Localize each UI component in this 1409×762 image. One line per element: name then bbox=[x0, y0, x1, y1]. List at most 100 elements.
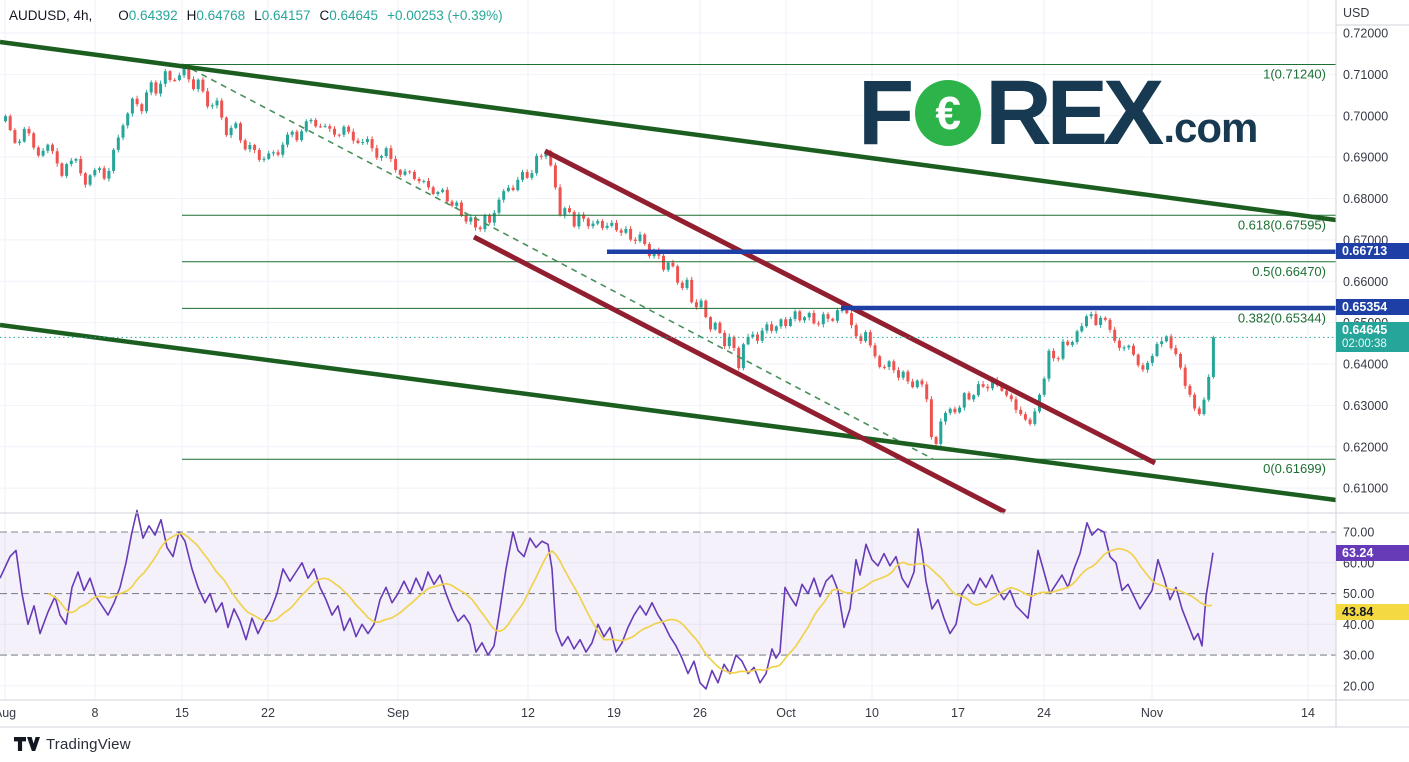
candle-body bbox=[384, 148, 388, 156]
candle-body bbox=[88, 175, 92, 185]
rsi-ma-value-label: 43.84 bbox=[1336, 604, 1409, 620]
fib-level-label: 0.382(0.65344) bbox=[1238, 310, 1326, 325]
candle-body bbox=[224, 117, 228, 136]
candle-body bbox=[309, 119, 313, 122]
candle-body bbox=[1193, 394, 1197, 409]
candle-body bbox=[262, 158, 266, 160]
candle-body bbox=[793, 311, 797, 319]
candle-body bbox=[662, 255, 665, 270]
candle-body bbox=[1061, 341, 1065, 359]
price-tick-label: 0.64000 bbox=[1343, 358, 1388, 372]
candle-body bbox=[98, 168, 101, 170]
candle-body bbox=[1099, 317, 1103, 326]
candle-body bbox=[826, 314, 830, 319]
candle-body bbox=[333, 128, 336, 135]
price-tick-label: 0.68000 bbox=[1343, 192, 1388, 206]
candle-body bbox=[18, 141, 22, 143]
candle-body bbox=[506, 187, 510, 192]
candle-body bbox=[135, 98, 139, 105]
candle-body bbox=[1042, 378, 1046, 395]
time-tick-label: 8 bbox=[92, 706, 99, 720]
candle-body bbox=[107, 170, 111, 179]
candle-body bbox=[878, 356, 882, 367]
forex-logo-com: .com bbox=[1163, 104, 1258, 151]
candle-body bbox=[1014, 399, 1018, 410]
candle-body bbox=[36, 147, 40, 156]
candle-body bbox=[398, 170, 402, 175]
candle-body bbox=[116, 137, 120, 150]
candle-body bbox=[1000, 385, 1004, 391]
candle-body bbox=[568, 208, 571, 213]
candle-body bbox=[342, 126, 346, 135]
time-tick-label: 19 bbox=[607, 706, 621, 720]
candle-body bbox=[572, 212, 576, 227]
time-tick-label: 15 bbox=[175, 706, 189, 720]
symbol-legend[interactable]: AUDUSD, 4h, O0.64392 H0.64768 L0.64157 C0.64… bbox=[9, 8, 503, 23]
candle-body bbox=[220, 100, 224, 118]
candle-body bbox=[986, 386, 990, 389]
candle-body bbox=[375, 148, 379, 158]
candle-body bbox=[79, 159, 83, 174]
candle-body bbox=[1150, 355, 1154, 363]
candle-body bbox=[1023, 414, 1027, 420]
price-tick-label: 0.69000 bbox=[1343, 151, 1388, 165]
fib-baseline-dashed bbox=[181, 63, 934, 460]
candle-body bbox=[535, 155, 539, 174]
candle-body bbox=[680, 282, 684, 288]
tradingview-logo[interactable]: TradingView bbox=[14, 736, 131, 753]
candle-body bbox=[196, 79, 200, 90]
candle-body bbox=[469, 217, 473, 222]
time-tick-label: 22 bbox=[261, 706, 275, 720]
candle-body bbox=[610, 222, 614, 226]
high-label: H bbox=[186, 8, 197, 23]
candle-body bbox=[732, 336, 736, 349]
candle-body bbox=[328, 126, 332, 129]
candle-body bbox=[840, 309, 844, 311]
candle-body bbox=[253, 145, 257, 150]
candle-body bbox=[1052, 350, 1056, 359]
candle-body bbox=[304, 121, 308, 132]
candle-body bbox=[807, 312, 811, 318]
candle-body bbox=[991, 380, 994, 389]
time-tick-label: 12 bbox=[521, 706, 535, 720]
candle-body bbox=[154, 82, 158, 94]
candle-body bbox=[1141, 365, 1145, 370]
candle-body bbox=[1146, 362, 1150, 370]
candle-body bbox=[1019, 409, 1023, 415]
candle-body bbox=[915, 380, 919, 388]
candle-body bbox=[859, 336, 863, 342]
candle-body bbox=[549, 151, 553, 166]
candle-body bbox=[168, 71, 172, 80]
rsi-line bbox=[0, 509, 1214, 690]
candle-body bbox=[356, 140, 360, 143]
candle-body bbox=[723, 332, 727, 347]
candle-body bbox=[737, 348, 741, 369]
candle-body bbox=[83, 173, 87, 185]
candle-body bbox=[488, 214, 492, 223]
candle-body bbox=[408, 171, 412, 173]
candle-body bbox=[1047, 350, 1051, 379]
candle-body bbox=[1207, 376, 1211, 400]
price-tick-label: 0.63000 bbox=[1343, 399, 1388, 413]
candle-body bbox=[629, 228, 633, 240]
candle-body bbox=[643, 234, 647, 245]
candle-body bbox=[553, 165, 557, 188]
fib-level-label: 1(0.71240) bbox=[1263, 66, 1326, 81]
candle-body bbox=[140, 104, 144, 112]
time-tick-label: 24 bbox=[1037, 706, 1051, 720]
candle-body bbox=[149, 82, 153, 93]
candle-body bbox=[770, 324, 774, 331]
candle-body bbox=[173, 79, 177, 81]
time-tick-label: Oct bbox=[776, 706, 796, 720]
candle-body bbox=[102, 168, 106, 179]
candle-body bbox=[1174, 348, 1178, 354]
candle-body bbox=[370, 139, 374, 149]
symbol-title: AUDUSD, 4h, bbox=[9, 8, 93, 23]
candle-body bbox=[619, 230, 623, 233]
rsi-tick-label: 40.00 bbox=[1343, 618, 1374, 632]
candle-body bbox=[911, 381, 915, 388]
high-value: 0.64768 bbox=[196, 8, 246, 23]
candle-body bbox=[685, 279, 689, 288]
